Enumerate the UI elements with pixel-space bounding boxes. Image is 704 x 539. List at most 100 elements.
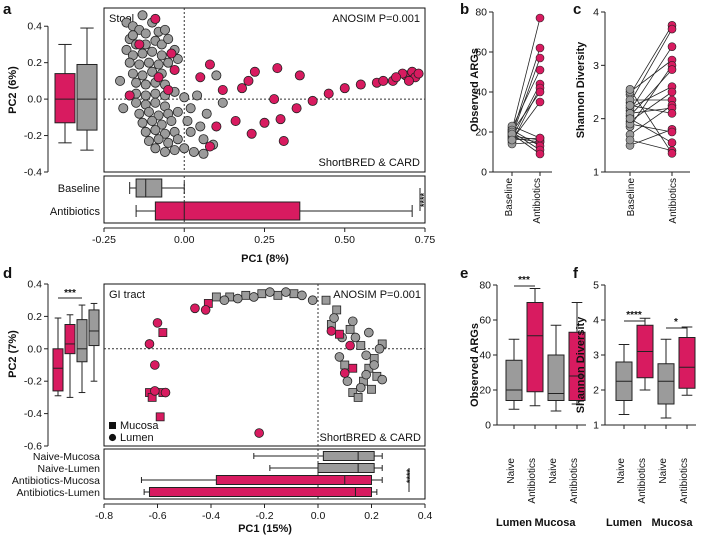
panel-b-point-antibiotics [535,53,545,63]
panel-b-pair-line [511,141,541,145]
scatter-point-naive-lumen [361,350,371,361]
panel-c-point-baseline [625,85,635,94]
scatter-point-baseline [172,134,183,145]
panel-d-plot-frame [103,283,426,447]
scatter-point-antibiotics-lumen [190,303,200,314]
panel-e-tick-4: Antibiotics [569,458,580,504]
panel-c-point-antibiotics [667,87,677,97]
panel-letter-b: b [460,1,469,18]
panel-c-point-antibiotics [667,24,677,34]
panel-a-ybox-baseline-box [76,63,98,131]
scatter-point-baseline [137,48,148,59]
panel-b-pair-line [511,83,541,139]
panel-d-y-tick-label: 0.2 [27,311,42,323]
scatter-point-antibiotics [124,90,135,101]
scatter-point-antibiotics [339,83,350,94]
panel-a-y-tick-label: -0.2 [24,130,42,142]
scatter-point-baseline [195,121,206,132]
scatter-point-naive-lumen [329,313,339,323]
panel-b-pair-line [511,47,541,135]
panel-b-point-antibiotics [535,87,545,97]
panel-d-x-tick-label: -0.4 [202,510,220,522]
panel-d-group-antibiotics-lumen: Antibiotics-Lumen [17,487,101,499]
scatter-point-antibiotics-mucosa [348,363,358,373]
panel-c-pair-line [629,89,673,154]
panel-c-point-antibiotics [667,138,677,147]
panel-d-xbox-frame [103,448,426,500]
scatter-point-baseline [179,92,190,103]
panel-b-point-antibiotics [535,97,545,107]
panel-c-point-antibiotics [667,149,677,158]
scatter-point-baseline [150,88,161,99]
scatter-point-baseline [188,146,199,157]
panel-b-ylabel: Observed ARGs [469,48,481,132]
panel-d-xbox-antibiotics-mucosa-box [215,475,372,485]
scatter-point-antibiotics-lumen [144,339,155,349]
panel-b-pair-line [511,17,541,131]
panel-e-box-lumen-antibiotics-box [526,302,544,393]
scatter-point-baseline [147,115,158,126]
panel-c-point-baseline [625,114,635,123]
panel-letter-e: e [460,265,468,282]
panel-e-y-tick-label: 40 [479,350,491,362]
panel-f-tick-3: Naive [658,458,669,484]
scatter-point-baseline [137,117,148,128]
panel-d-group-antibiotics-mucosa: Antibiotics-Mucosa [12,475,100,487]
panel-b-point-antibiotics [535,149,545,159]
panel-d-y-tick-label: 0.0 [27,343,42,355]
scatter-point-baseline [156,50,167,61]
panel-letter-d: d [3,265,12,282]
panel-d-y-tick-label: -0.6 [24,441,42,453]
panel-b-pair-line [511,131,541,151]
scatter-point-naive-lumen [364,327,374,338]
scatter-point-antibiotics [413,68,424,79]
panel-b-pair-line [511,125,541,139]
panel-f-group-lumen: Lumen [606,517,642,529]
panel-d-method: ShortBRED & CARD [320,432,422,444]
scatter-point-naive-mucosa [356,341,366,350]
scatter-point-baseline [201,108,212,119]
scatter-point-naive-mucosa [241,290,251,300]
panel-e-y-tick-label: 20 [479,385,491,397]
panel-d-group-naive-lumen: Naive-Lumen [38,463,101,475]
panel-letter-a: a [3,1,12,18]
panel-c-point-antibiotics [667,109,677,118]
scatter-point-naive-lumen [347,316,358,327]
scatter-point-antibiotics [294,70,305,81]
scatter-point-baseline [140,79,151,90]
panel-c-pair-line [629,69,673,117]
scatter-point-antibiotics-mucosa [334,329,344,339]
panel-letter-f: f [573,265,579,282]
scatter-point-baseline [150,97,161,108]
scatter-point-antibiotics [246,128,257,139]
panel-a-xbox-antibiotics-box [154,201,301,221]
scatter-point-naive-lumen [334,352,345,362]
scatter-point-baseline [140,90,151,101]
scatter-point-naive-mucosa [340,360,350,370]
panel-d-x-tick-label: 0.0 [311,510,326,522]
scatter-point-baseline [115,75,126,86]
panel-d-ylabel: PC2 (7%) [7,330,19,378]
panel-c-point-antibiotics [667,65,677,74]
scatter-point-antibiotics [378,75,389,86]
panel-letter-c: c [573,1,581,18]
scatter-point-baseline [150,125,161,136]
panel-a-sig: **** [419,193,429,208]
scatter-point-baseline [159,128,170,139]
panel-d-y-tick-label: -0.2 [24,376,42,388]
scatter-point-baseline [169,145,180,156]
scatter-point-naive-lumen [355,382,366,393]
scatter-point-baseline [140,126,151,137]
panel-a-x-tick-label: 0.50 [335,234,356,246]
scatter-point-antibiotics-lumen [200,305,211,315]
scatter-point-baseline [134,59,145,70]
scatter-point-antibiotics-lumen [152,318,163,328]
scatter-point-baseline [211,70,222,81]
panel-b-pair-line [511,133,541,155]
panel-b-tick-baseline: Baseline [504,178,515,217]
panel-e-tick-1: Naive [506,458,517,484]
scatter-point-antibiotics [166,48,177,59]
panel-f-y-tick-label: 2 [593,385,599,397]
panel-f-box-mucosa-antibiotics-box [678,337,696,389]
panel-f-sig-2: * [674,317,678,328]
